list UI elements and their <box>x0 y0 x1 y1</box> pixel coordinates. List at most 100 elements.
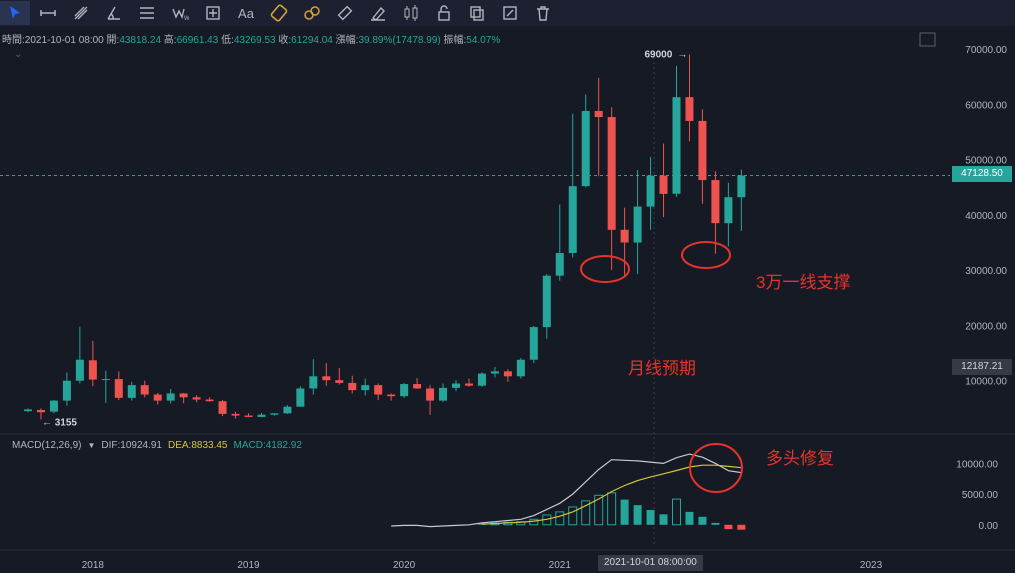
expectation-annotation: 月线预期 <box>628 359 696 378</box>
delete-icon[interactable] <box>528 1 558 25</box>
candle-body <box>698 120 707 181</box>
candle-body <box>387 394 396 397</box>
candle-body <box>153 394 162 401</box>
candle-body <box>140 385 149 395</box>
angle-tool-icon[interactable] <box>99 1 129 25</box>
candle-body <box>218 401 227 414</box>
candle-body <box>413 384 422 389</box>
edit-note-icon[interactable] <box>495 1 525 25</box>
candle-body <box>36 410 45 413</box>
eraser-brush-icon[interactable] <box>363 1 393 25</box>
fib-lines-icon[interactable] <box>132 1 162 25</box>
info-high: 66961.43 <box>176 35 219 46</box>
pattern-tool-icon[interactable] <box>264 1 294 25</box>
candle-body <box>737 175 746 198</box>
candle-body <box>452 383 461 388</box>
macd-bar <box>555 511 565 526</box>
candle-body <box>127 385 136 398</box>
macd-tick-label: 5000.00 <box>962 490 999 501</box>
macd-bar <box>477 523 486 525</box>
macd-bar <box>594 494 604 526</box>
price-tick-label: 30000.00 <box>965 266 1007 277</box>
macd-tick-label: 0.00 <box>979 521 999 532</box>
copy-icon[interactable] <box>462 1 492 25</box>
dif-line <box>391 453 742 528</box>
current-price-label: 47128.50 <box>952 166 1012 182</box>
horizontal-line-icon[interactable] <box>33 1 63 25</box>
ruler-icon[interactable] <box>297 1 327 25</box>
info-change: 39.89%(17478.99) <box>358 35 441 46</box>
candle-body <box>101 379 110 381</box>
candle-type-icon[interactable] <box>396 1 426 25</box>
dropdown-caret-icon[interactable]: ▼ <box>87 441 96 450</box>
macd-cross-circle <box>689 443 743 493</box>
text-tool-icon[interactable]: Aa <box>231 1 261 25</box>
crosshair-add-icon[interactable] <box>198 1 228 25</box>
candle-body <box>542 275 551 328</box>
candle-body <box>88 360 97 380</box>
ohlc-info: 時間:2021-10-01 08:00 開:43818.24 高:66961.4… <box>2 35 501 46</box>
candle-body <box>335 380 344 383</box>
svg-text:W: W <box>184 16 189 22</box>
collapse-chevron-icon[interactable]: ⌄ <box>14 49 22 60</box>
macd-bar <box>620 499 629 525</box>
price-tick-label: 20000.00 <box>965 321 1007 332</box>
price-tick-label: 10000.00 <box>965 377 1007 388</box>
candle-body <box>270 413 279 415</box>
candle-body <box>490 371 499 374</box>
candle-body <box>477 373 486 386</box>
dea-line <box>481 464 742 525</box>
candle-body <box>296 388 305 407</box>
macd-bar <box>607 492 617 526</box>
low-marker: ← 3155 <box>42 417 77 428</box>
candle-body <box>503 371 512 377</box>
trend-line-icon[interactable] <box>66 1 96 25</box>
time-axis: 2018 2019 2020 2021 2023 <box>82 560 883 571</box>
candle-body <box>62 380 71 401</box>
bullish-annotation: 多头修复 <box>766 449 834 468</box>
candle-body <box>322 376 331 381</box>
lock-icon[interactable] <box>429 1 459 25</box>
cursor-icon[interactable] <box>0 1 30 25</box>
candle-body <box>646 175 655 207</box>
high-marker: 69000 <box>644 50 672 61</box>
time-tick-label: 2023 <box>860 560 883 571</box>
drawing-toolbar: W Aa <box>0 0 1015 26</box>
macd-histogram <box>477 492 746 530</box>
macd-axis: 10000.00 5000.00 0.00 <box>956 459 998 531</box>
measure-icon[interactable] <box>330 1 360 25</box>
candle-body <box>231 413 240 416</box>
macd-name: MACD(12,26,9) <box>12 440 82 451</box>
candle-body <box>529 327 538 360</box>
candlestick-chart[interactable]: 70000.00 60000.00 50000.00 40000.00 30000.00… <box>0 26 1015 573</box>
info-time: 2021-10-01 08:00 <box>24 35 104 46</box>
dea-value: 8833.45 <box>191 440 228 451</box>
text-tool-label: Aa <box>238 5 254 21</box>
candle-body <box>244 415 253 417</box>
macd-bar <box>737 524 746 530</box>
candle-body <box>426 388 435 401</box>
candle-body <box>192 397 201 400</box>
dif-value: 10924.91 <box>120 440 162 451</box>
support-circle-1 <box>580 255 630 283</box>
fullscreen-icon[interactable] <box>919 32 936 47</box>
candle-body <box>361 385 370 391</box>
macd-bar <box>672 498 681 526</box>
macd-bar <box>711 522 720 525</box>
macd-bar <box>646 510 655 525</box>
candle-body <box>594 110 603 118</box>
wave-pattern-icon[interactable]: W <box>165 1 195 25</box>
candle-body <box>555 253 564 276</box>
candle-body <box>166 393 175 401</box>
macd-bar <box>659 514 668 525</box>
candle-body <box>257 414 266 417</box>
price-tick-label: 50000.00 <box>965 156 1007 167</box>
candle-body <box>672 97 681 194</box>
macd-legend[interactable]: MACD(12,26,9) ▼ DIF:10924.91 DEA:8833.45… <box>12 440 302 451</box>
info-open: 43818.24 <box>119 35 162 46</box>
candle-body <box>516 359 525 377</box>
time-tick-label: 2019 <box>237 560 260 571</box>
candle-body <box>374 385 383 395</box>
macd-bar <box>724 524 733 530</box>
candle-body <box>439 387 448 401</box>
